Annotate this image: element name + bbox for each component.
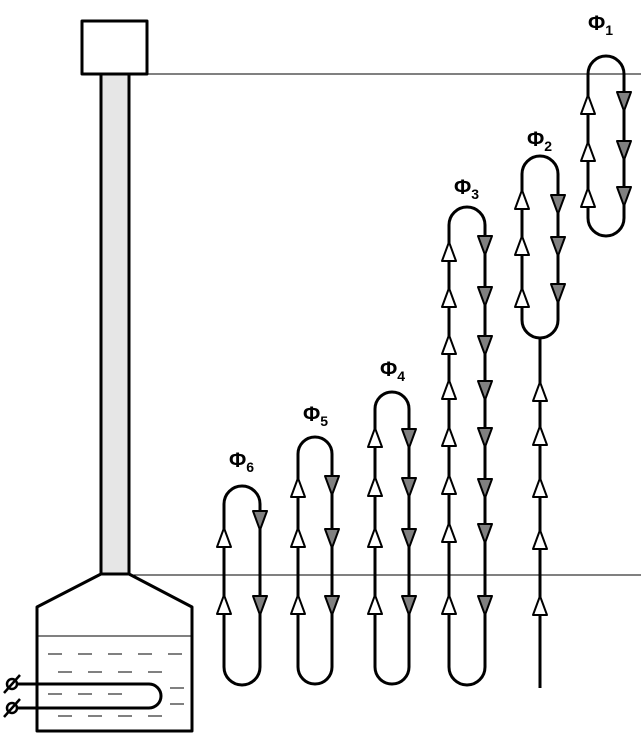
- loop-phi4: [373, 390, 411, 686]
- loop-phi6: [222, 484, 262, 687]
- loop1-down-arrow-2: [616, 140, 632, 161]
- loop3-down-arrow-4: [477, 380, 493, 401]
- loop5-down-arrow-1: [324, 475, 340, 496]
- loop1-up-arrow-3: [580, 187, 596, 208]
- liquid-dashes: [48, 653, 184, 717]
- loop3-down-arrow-1: [477, 235, 493, 256]
- loop2-down-arrow-2: [550, 236, 566, 257]
- boiler-vessel: [35, 572, 194, 733]
- loop4-up-arrow-3: [367, 527, 383, 548]
- loop3-up-arrow-4: [441, 379, 457, 400]
- loop4-down-arrow-3: [401, 528, 417, 549]
- loop4-down-arrow-2: [401, 477, 417, 498]
- loop4-down-arrow-1: [401, 428, 417, 449]
- loop5-up-arrow-2: [290, 527, 306, 548]
- riser-column: [99, 72, 131, 576]
- loop5-up-arrow-3: [290, 594, 306, 615]
- heater-terminal-top: [3, 674, 21, 694]
- loop5-down-arrow-3: [324, 595, 340, 616]
- loop2-up-arrow-3: [532, 477, 548, 498]
- loop2-up-arrow-1: [532, 381, 548, 402]
- loop2-up-arrow-2: [532, 425, 548, 446]
- loop2-up-arrow-5: [532, 595, 548, 616]
- loop3-down-arrow-3: [477, 335, 493, 356]
- loop3-up-arrow-1: [441, 241, 457, 262]
- loop4-up-arrow-4: [367, 594, 383, 615]
- loop-phi3: [447, 205, 487, 687]
- loop3-up-arrow-7: [441, 522, 457, 543]
- label-phi5: Φ5: [303, 403, 328, 429]
- label-phi1: Φ1: [588, 12, 613, 38]
- loop1-down-arrow-1: [616, 91, 632, 112]
- top-condenser-box: [80, 19, 149, 76]
- heater-terminal-bottom: [3, 698, 21, 718]
- loop1-up-arrow-1: [580, 94, 596, 115]
- loop3-down-arrow-2: [477, 286, 493, 307]
- loop3-down-arrow-8: [477, 595, 493, 616]
- loop2-down-arrow-1: [550, 194, 566, 215]
- loop-phi5: [296, 435, 334, 686]
- loop-phi2: [520, 154, 560, 340]
- loop2-up-arrow-2: [514, 235, 530, 256]
- loop6-down-arrow-1: [252, 510, 268, 531]
- loop6-up-arrow-2: [216, 594, 232, 615]
- label-phi4: Φ4: [380, 358, 405, 384]
- heating-element: [10, 682, 163, 710]
- loop5-up-arrow-1: [290, 477, 306, 498]
- loop3-up-arrow-5: [441, 426, 457, 447]
- loop3-down-arrow-5: [477, 427, 493, 448]
- loop3-down-arrow-6: [477, 478, 493, 499]
- loop5-down-arrow-2: [324, 528, 340, 549]
- label-phi2: Φ2: [527, 128, 552, 154]
- loop4-up-arrow-2: [367, 476, 383, 497]
- loop3-up-arrow-3: [441, 334, 457, 355]
- loop1-down-arrow-3: [616, 186, 632, 207]
- loop1-up-arrow-2: [580, 141, 596, 162]
- loop2-up-arrow-3: [514, 287, 530, 308]
- flow-arrows: [216, 91, 632, 616]
- loop3-down-arrow-7: [477, 523, 493, 544]
- loop6-up-arrow-1: [216, 527, 232, 548]
- loop2-up-arrow-4: [532, 529, 548, 550]
- label-phi6: Φ6: [229, 449, 254, 475]
- loop4-up-arrow-1: [367, 427, 383, 448]
- loop2-down-arrow-3: [550, 283, 566, 304]
- label-phi3: Φ3: [454, 176, 479, 202]
- loop3-up-arrow-6: [441, 474, 457, 495]
- loop6-down-arrow-2: [252, 595, 268, 616]
- loop3-up-arrow-8: [441, 594, 457, 615]
- loop4-down-arrow-4: [401, 595, 417, 616]
- loop-phi1: [586, 54, 626, 238]
- loop3-up-arrow-2: [441, 287, 457, 308]
- loop2-up-arrow-1: [514, 189, 530, 210]
